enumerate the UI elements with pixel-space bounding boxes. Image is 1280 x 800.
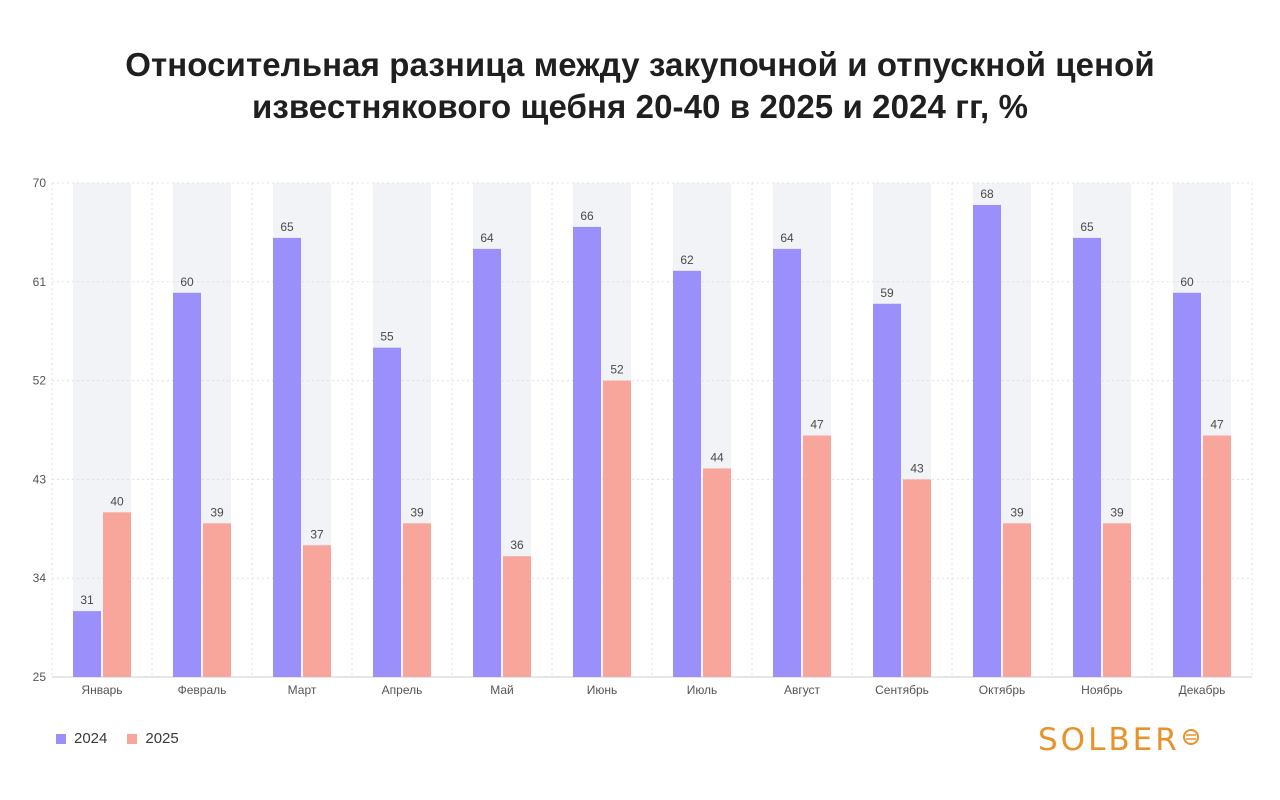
data-label: 64: [480, 231, 494, 245]
bar-2024-Март: [273, 237, 301, 677]
logo-globe-icon: [1182, 729, 1199, 745]
x-tick-label: Май: [490, 683, 514, 697]
data-label: 55: [380, 330, 394, 344]
bar-2025-Июнь: [603, 380, 631, 677]
bar-2025-Апрель: [403, 523, 431, 677]
y-tick-label: 34: [33, 571, 47, 585]
chart-title-line-1: Относительная разница между закупочной и…: [125, 46, 1155, 83]
data-label: 36: [510, 538, 524, 552]
bar-2024-Июль: [673, 270, 701, 677]
data-label: 39: [1110, 505, 1124, 519]
chart-title-line-2: известнякового щебня 20-40 в 2025 и 2024…: [251, 88, 1029, 125]
logo-text: SOLBER: [1038, 722, 1180, 758]
x-tick-label: Декабрь: [1179, 683, 1226, 697]
solber-logo: SOLBER: [1038, 722, 1199, 758]
x-tick-label: Февраль: [178, 683, 227, 697]
bar-2025-Июль: [703, 468, 731, 677]
legend-item-2025[interactable]: 2025: [127, 730, 179, 747]
bar-2024-Май: [473, 248, 501, 677]
y-tick-label: 43: [33, 472, 47, 486]
chart-title: Относительная разница между закупочной и…: [0, 44, 1280, 128]
data-label: 37: [310, 527, 324, 541]
bar-2025-Май: [503, 556, 531, 677]
data-label: 66: [580, 209, 594, 223]
data-label: 68: [980, 187, 994, 201]
data-label: 31: [80, 593, 94, 607]
x-tick-label: Март: [288, 683, 317, 697]
x-tick-label: Январь: [81, 683, 122, 697]
legend-label-2024: 2024: [74, 730, 108, 747]
data-label: 43: [910, 461, 924, 475]
bar-2024-Сентябрь: [873, 303, 901, 677]
data-label: 59: [880, 286, 894, 300]
bar-2025-Октябрь: [1003, 523, 1031, 677]
data-label: 47: [810, 417, 824, 431]
bar-2024-Апрель: [373, 347, 401, 677]
bar-2024-Декабрь: [1173, 292, 1201, 677]
bar-2025-Сентябрь: [903, 479, 931, 677]
data-label: 52: [610, 363, 624, 377]
bar-2024-Июнь: [573, 226, 601, 677]
bar-2024-Октябрь: [973, 204, 1001, 677]
y-tick-label: 61: [33, 275, 47, 289]
data-label: 65: [1080, 220, 1094, 234]
data-label: 64: [780, 231, 794, 245]
legend-swatch-2025: [127, 733, 138, 744]
y-tick-label: 25: [33, 670, 47, 684]
data-label: 44: [710, 450, 724, 464]
legend: 2024 2025: [56, 730, 179, 747]
x-tick-label: Октябрь: [979, 683, 1026, 697]
bar-2025-Ноябрь: [1103, 523, 1131, 677]
data-label: 39: [210, 505, 224, 519]
data-label: 60: [1180, 275, 1194, 289]
bar-2024-Февраль: [173, 292, 201, 677]
data-label: 39: [1010, 505, 1024, 519]
bar-2025-Декабрь: [1203, 435, 1231, 677]
bar-2024-Январь: [73, 611, 101, 677]
legend-item-2024[interactable]: 2024: [56, 730, 107, 747]
data-label: 65: [280, 220, 294, 234]
y-tick-label: 52: [33, 374, 47, 388]
x-tick-label: Август: [784, 683, 821, 697]
data-label: 60: [180, 275, 194, 289]
bar-2025-Март: [303, 545, 331, 677]
x-tick-label: Ноябрь: [1081, 683, 1123, 697]
data-label: 47: [1210, 417, 1224, 431]
x-tick-label: Июнь: [587, 683, 618, 697]
x-tick-label: Июль: [687, 683, 718, 697]
bar-2025-Февраль: [203, 523, 231, 677]
data-label: 62: [680, 253, 694, 267]
bar-2025-Август: [803, 435, 831, 677]
x-tick-label: Сентябрь: [875, 683, 929, 697]
data-label: 40: [110, 494, 124, 508]
x-tick-label: Апрель: [382, 683, 423, 697]
y-tick-label: 70: [33, 176, 47, 190]
bar-2024-Ноябрь: [1073, 237, 1101, 677]
bar-2025-Январь: [103, 512, 131, 677]
legend-label-2025: 2025: [145, 730, 179, 747]
bar-2024-Август: [773, 248, 801, 677]
legend-swatch-2024: [56, 733, 66, 744]
data-label: 39: [410, 505, 424, 519]
